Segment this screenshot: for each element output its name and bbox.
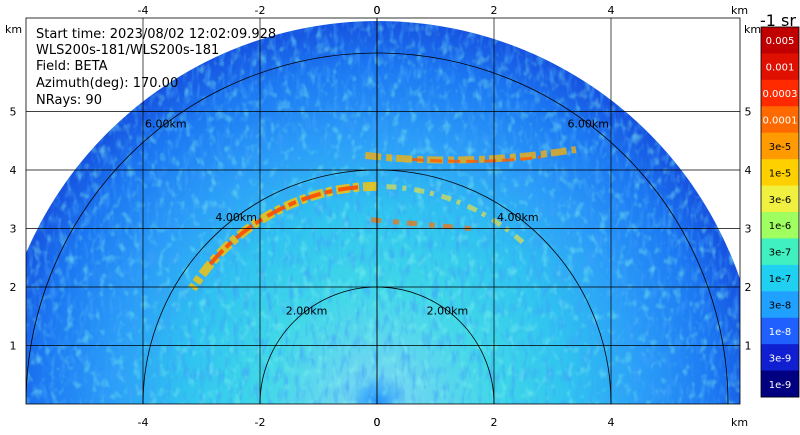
y-tick-label-right: 4	[745, 164, 752, 177]
colorbar-swatch	[761, 79, 799, 107]
range-ring-label: 6.00km	[567, 118, 609, 131]
range-rings: 2.00km 2.00km 4.00km 4.00km 6.00km 6.00km	[26, 52, 729, 404]
colorbar-swatch	[761, 106, 799, 134]
colorbar-label: 0.0003	[763, 89, 798, 100]
field-text: Field: BETA	[36, 59, 108, 74]
x-tick-label-bottom: -4	[138, 416, 149, 429]
colorbar-swatch	[761, 132, 799, 160]
instrument-text: WLS200s-181/WLS200s-181	[36, 43, 219, 58]
x-tick-label-top: 0	[374, 4, 381, 17]
x-unit-label-bottom: km	[731, 416, 748, 429]
upper-band-core	[412, 155, 541, 163]
range-ring-label: 4.00km	[215, 211, 257, 224]
colorbar-label: 3e-7	[769, 248, 792, 259]
colorbar-label: 0.005	[766, 36, 795, 47]
y-tick-label-right: 2	[745, 281, 752, 294]
colorbar-label: 1e-8	[769, 327, 792, 338]
x-tick-label-top: -2	[255, 4, 266, 17]
x-tick-label-bottom: 2	[491, 416, 498, 429]
colorbar-swatch	[761, 212, 799, 239]
info-panel: Start time: 2023/08/02 12:02:09.928 WLS2…	[36, 27, 276, 108]
colorbar-label: 3e-6	[769, 195, 792, 206]
y-tick-label-right: 5	[745, 106, 752, 119]
colorbar-swatch	[761, 238, 799, 266]
y-tick-label-left: 3	[10, 223, 17, 236]
colorbar-swatch	[761, 159, 799, 187]
range-ring-label: 2.00km	[286, 305, 328, 318]
colorbar-label: 1e-6	[769, 221, 792, 232]
x-tick-label-top: -4	[138, 4, 149, 17]
y-tick-label-right: 1	[745, 340, 752, 353]
colorbar-swatch	[761, 53, 799, 81]
range-ring-label: 2.00km	[427, 305, 469, 318]
colorbar-label: 1e-9	[769, 380, 792, 391]
colorbar-label: 0.0001	[763, 116, 798, 127]
colorbar-label: 3e-5	[769, 142, 792, 153]
backscatter-features	[188, 146, 577, 292]
colorbar-frame	[760, 26, 800, 398]
x-tick-label-top: 0	[374, 4, 381, 17]
x-tick-label-bottom: 4	[608, 416, 615, 429]
y-tick-label-left: 2	[10, 281, 17, 294]
y-tick-label-left: 4	[10, 164, 17, 177]
colorbar-label: 3e-9	[769, 353, 792, 364]
plot-frame	[25, 17, 741, 405]
y-tick-label-left: 5	[10, 106, 17, 119]
range-ring	[259, 286, 495, 404]
weak-arc	[384, 184, 525, 245]
range-ring	[26, 52, 729, 404]
colorbar-swatch	[761, 264, 799, 292]
colorbar-label: 0.001	[766, 63, 795, 74]
range-ring-label: 4.00km	[497, 211, 539, 224]
colorbar-swatch	[761, 370, 799, 398]
y-unit-label-right: km	[744, 23, 761, 36]
x-tick-label-top: 4	[608, 4, 615, 17]
colorbar-label: 1e-5	[769, 168, 792, 179]
colorbar-swatch	[761, 317, 799, 345]
start-time-text: Start time: 2023/08/02 12:02:09.928	[36, 27, 276, 42]
x-tick-label-bottom: 0	[374, 416, 381, 429]
plot-area: 2.00km 2.00km 4.00km 4.00km 6.00km 6.00km	[26, 18, 740, 404]
colorbar-label: 3e-8	[769, 301, 792, 312]
nrays-text: NRays: 90	[36, 93, 102, 108]
x-unit-label-top: km	[731, 4, 748, 17]
range-ring-label: 6.00km	[145, 118, 187, 131]
x-tick-label-bottom: -2	[255, 416, 266, 429]
grid-lines	[26, 18, 740, 404]
azimuth-text: Azimuth(deg): 170.00	[36, 76, 178, 91]
strong-arc-core	[208, 185, 359, 266]
y-tick-label-right: 3	[745, 223, 752, 236]
colorbar: 0.005 0.001 0.0003 0.0001 3e-5 1e-5 3e-6 1e-6 3e…	[760, 26, 800, 398]
colorbar-units: -1 sr	[760, 11, 796, 30]
x-tick-label-bottom: 0	[374, 416, 381, 429]
colorbar-swatch	[761, 344, 799, 372]
y-tick-label-left: 1	[10, 340, 17, 353]
colorbar-swatch	[761, 185, 799, 213]
x-tick-label-top: 2	[491, 4, 498, 17]
colorbar-swatch	[761, 27, 799, 54]
colorbar-label: 1e-7	[769, 274, 792, 285]
range-ring	[142, 169, 612, 404]
colorbar-swatch	[761, 291, 799, 319]
upper-band	[364, 146, 577, 164]
y-unit-label-left: km	[5, 23, 22, 36]
